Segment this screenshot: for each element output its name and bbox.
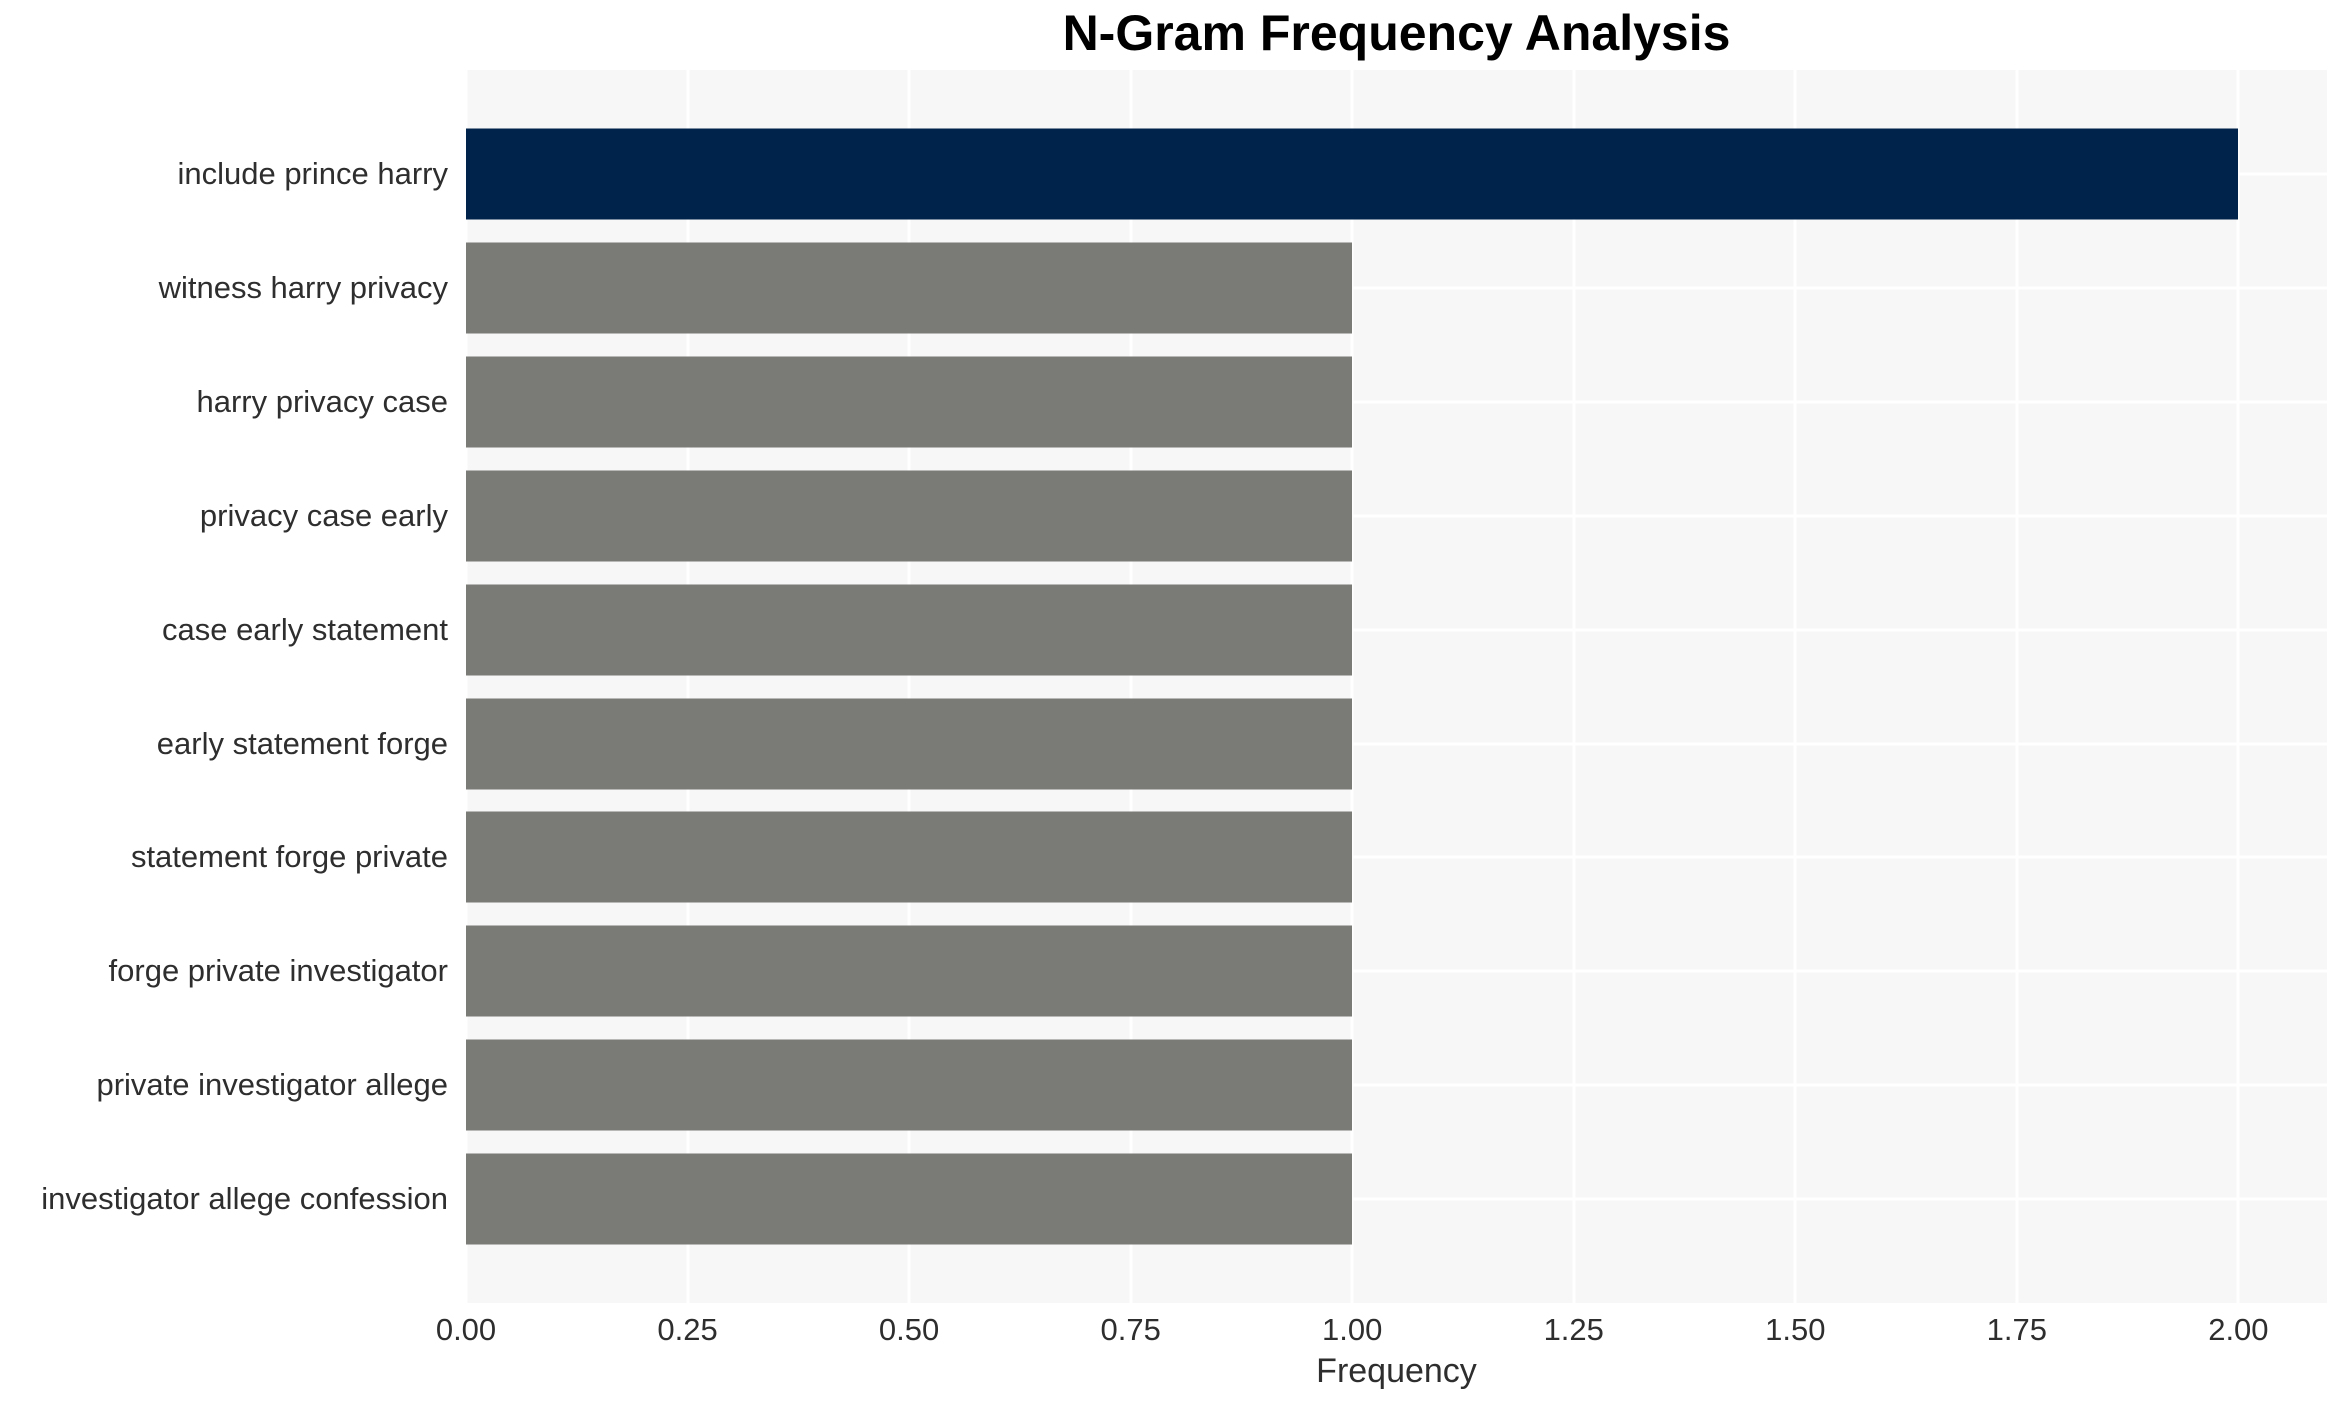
gridline-horizontal: [466, 400, 2327, 404]
gridline-vertical: [907, 70, 911, 1303]
y-tick-label: investigator allege confession: [41, 1181, 448, 1217]
gridline-horizontal: [466, 969, 2327, 973]
bar-privacy-case-early: [466, 470, 1353, 562]
y-tick-label: harry privacy case: [196, 383, 448, 419]
x-tick-label: 1.00: [1322, 1312, 1383, 1347]
gridline-horizontal: [466, 514, 2327, 518]
gridline-vertical: [2236, 70, 2240, 1303]
x-tick-label: 1.25: [1543, 1312, 1604, 1347]
gridline-horizontal: [466, 1083, 2327, 1087]
x-tick-label: 1.75: [1986, 1312, 2047, 1347]
x-tick-label: 0.00: [435, 1312, 497, 1347]
bar-forge-private-investigator: [466, 925, 1353, 1017]
y-tick-label: private investigator allege: [96, 1067, 448, 1103]
gridline-horizontal: [466, 1197, 2327, 1201]
y-tick-label: include prince harry: [177, 156, 448, 191]
x-tick-label: 1.50: [1765, 1312, 1826, 1347]
gridline-vertical: [1129, 70, 1133, 1303]
y-tick-label: early statement forge: [156, 725, 448, 761]
y-tick-label: case early statement: [161, 611, 448, 647]
gridline-horizontal: [466, 628, 2327, 632]
gridline-vertical: [1793, 70, 1797, 1303]
gridline-horizontal: [466, 286, 2327, 290]
gridline-horizontal: [466, 742, 2327, 745]
x-tick-label: 0.75: [1100, 1312, 1161, 1347]
bar-statement-forge-private: [466, 811, 1353, 903]
gridline-vertical: [2015, 70, 2019, 1303]
bar-case-early-statement: [466, 584, 1353, 676]
gridline-vertical: [686, 70, 690, 1303]
bar-investigator-allege-confession: [466, 1153, 1353, 1245]
chart-title: N-Gram Frequency Analysis: [1062, 5, 1731, 61]
y-tick-label: witness harry privacy: [158, 269, 448, 305]
gridline-vertical: [464, 70, 468, 1303]
gridline-horizontal: [466, 855, 2327, 859]
gridline-vertical: [1572, 70, 1576, 1303]
bar-witness-harry-privacy: [466, 242, 1353, 334]
bar-private-investigator-allege: [466, 1039, 1353, 1131]
bar-include-prince-harry: [466, 128, 2239, 220]
x-tick-label: 0.50: [878, 1312, 940, 1347]
gridline-vertical: [1350, 70, 1354, 1303]
x-tick-label: 2.00: [2208, 1312, 2269, 1347]
plot-area: [464, 70, 2327, 1303]
y-tick-label: statement forge private: [130, 839, 448, 875]
y-tick-label: forge private investigator: [108, 953, 448, 989]
bar-harry-privacy-case: [466, 356, 1353, 448]
x-tick-label: 0.25: [657, 1312, 718, 1347]
x-axis-title: Frequency: [1316, 1352, 1477, 1390]
bar-early-statement-forge: [466, 698, 1353, 789]
y-tick-label: privacy case early: [199, 497, 448, 533]
